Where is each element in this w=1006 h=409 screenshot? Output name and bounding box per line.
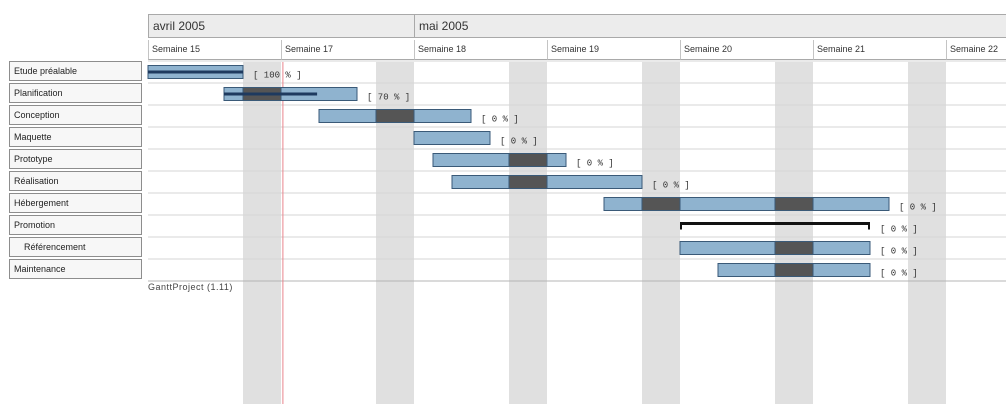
weekend-band: [775, 62, 813, 404]
gantt-footer: GanttProject (1.11): [148, 282, 233, 292]
task-label[interactable]: Conception: [9, 105, 142, 125]
task-progress-label: [ 0 % ]: [576, 159, 614, 169]
task-progress-label: [ 0 % ]: [899, 203, 937, 213]
task-progress-label: [ 0 % ]: [880, 269, 918, 279]
task-progress-label: [ 0 % ]: [880, 225, 918, 235]
task-progress-label: [ 0 % ]: [481, 115, 519, 125]
task-label[interactable]: Etude préalable: [9, 61, 142, 81]
week-header: Semaine 19: [547, 40, 680, 60]
task-progress: [148, 70, 243, 74]
task-bar-weekend: [641, 197, 681, 211]
task-bar-weekend: [774, 241, 814, 255]
task-label[interactable]: Maintenance: [9, 259, 142, 279]
task-label[interactable]: Hébergement: [9, 193, 142, 213]
task-bar: [413, 131, 491, 145]
task-progress-label: [ 0 % ]: [652, 181, 690, 191]
task-label[interactable]: Promotion: [9, 215, 142, 235]
week-header: Semaine 15: [148, 40, 281, 60]
task-bar-weekend: [508, 153, 548, 167]
task-progress-label: [ 100 % ]: [253, 71, 302, 81]
week-header: Semaine 18: [414, 40, 547, 60]
task-label[interactable]: Référencement: [9, 237, 142, 257]
task-progress-label: [ 0 % ]: [500, 137, 538, 147]
task-label[interactable]: Planification: [9, 83, 142, 103]
task-bar-weekend: [774, 263, 814, 277]
week-header: Semaine 20: [680, 40, 813, 60]
task-label[interactable]: Réalisation: [9, 171, 142, 191]
weekend-band: [642, 62, 680, 404]
task-bar-weekend: [774, 197, 814, 211]
month-header: avril 2005: [148, 14, 414, 38]
week-header: Semaine 21: [813, 40, 946, 60]
week-header: Semaine 17: [281, 40, 414, 60]
task-progress-label: [ 0 % ]: [880, 247, 918, 257]
task-progress-label: [ 70 % ]: [367, 93, 410, 103]
task-label[interactable]: Prototype: [9, 149, 142, 169]
weekend-band: [243, 62, 281, 404]
month-header: mai 2005: [414, 14, 1006, 38]
task-label[interactable]: Maquette: [9, 127, 142, 147]
weekend-band: [908, 62, 946, 404]
task-progress: [224, 92, 318, 96]
task-bar-weekend: [508, 175, 548, 189]
week-header: Semaine 22: [946, 40, 1006, 60]
task-bar-weekend: [375, 109, 415, 123]
weekend-band: [509, 62, 547, 404]
